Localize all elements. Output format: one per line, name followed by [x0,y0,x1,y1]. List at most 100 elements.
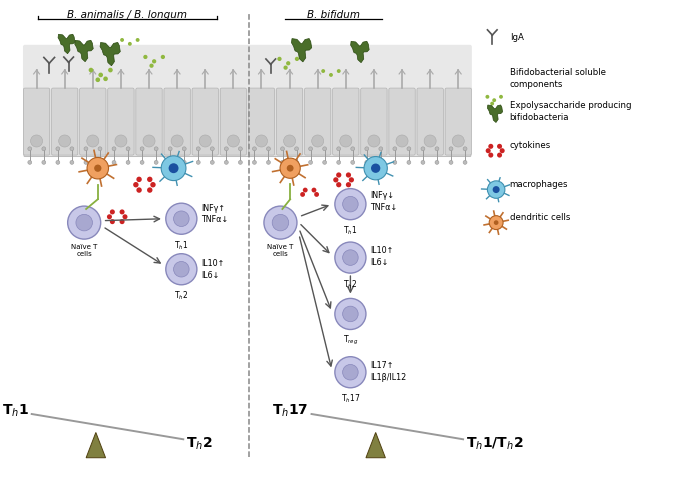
Text: IgA: IgA [510,33,523,41]
Text: Expolysaccharide producing: Expolysaccharide producing [510,101,631,109]
Circle shape [253,161,256,165]
Circle shape [365,147,369,151]
Circle shape [346,173,351,178]
Circle shape [161,157,186,181]
Circle shape [98,161,102,165]
Circle shape [368,136,380,148]
Circle shape [499,149,505,154]
Circle shape [335,357,366,388]
Circle shape [120,210,124,215]
FancyBboxPatch shape [80,89,106,156]
Circle shape [28,147,32,151]
Circle shape [351,147,354,151]
Circle shape [497,144,502,149]
Circle shape [128,43,132,47]
Circle shape [322,70,325,74]
Circle shape [67,207,101,240]
FancyBboxPatch shape [304,89,331,156]
Circle shape [336,183,341,188]
Circle shape [449,161,453,165]
Circle shape [280,161,284,165]
Circle shape [349,178,354,183]
Circle shape [343,365,358,380]
Circle shape [311,188,317,193]
Text: IL1β/IL12: IL1β/IL12 [370,372,406,381]
FancyBboxPatch shape [221,89,247,156]
Circle shape [150,183,156,188]
Circle shape [256,136,267,148]
Circle shape [286,62,291,66]
Circle shape [337,147,341,151]
FancyBboxPatch shape [52,89,78,156]
Circle shape [300,193,305,198]
Text: macrophages: macrophages [510,180,568,189]
Circle shape [452,136,464,148]
FancyBboxPatch shape [192,89,218,156]
Text: T$_h$1: T$_h$1 [2,402,29,419]
Circle shape [329,74,333,78]
Circle shape [463,147,467,151]
FancyBboxPatch shape [389,89,415,156]
Circle shape [147,188,153,193]
Text: cytokines: cytokines [510,141,551,150]
Text: T$_h$2: T$_h$2 [186,435,213,451]
Circle shape [149,64,154,69]
Circle shape [424,136,436,148]
Polygon shape [350,42,369,63]
Circle shape [337,161,341,165]
Circle shape [491,102,494,106]
Circle shape [143,136,155,148]
Text: T$_{reg}$: T$_{reg}$ [343,334,358,347]
Circle shape [196,147,200,151]
Circle shape [182,147,186,151]
Circle shape [42,161,46,165]
Circle shape [421,147,425,151]
Circle shape [103,77,108,82]
Circle shape [140,161,144,165]
Circle shape [58,136,71,148]
Circle shape [278,58,282,62]
Circle shape [393,147,397,151]
Circle shape [488,153,493,158]
Circle shape [407,161,411,165]
Circle shape [135,39,139,43]
FancyBboxPatch shape [164,89,190,156]
Circle shape [87,158,109,180]
Circle shape [42,147,46,151]
Circle shape [333,178,339,183]
Circle shape [312,136,324,148]
Circle shape [166,204,197,235]
Text: Naïve T
cells: Naïve T cells [267,244,293,257]
Circle shape [489,216,503,230]
Circle shape [308,161,313,165]
Text: T$_h$2: T$_h$2 [174,289,188,302]
Circle shape [174,211,189,227]
Circle shape [267,161,271,165]
Circle shape [393,161,397,165]
Circle shape [435,147,439,151]
Text: B. bifidum: B. bifidum [307,10,361,20]
Circle shape [337,70,341,74]
Circle shape [98,147,102,151]
Circle shape [94,165,102,172]
Circle shape [225,161,228,165]
Circle shape [89,69,93,73]
Circle shape [499,96,503,100]
Circle shape [168,147,172,151]
Text: Bifidobacterial soluble: Bifidobacterial soluble [510,67,606,77]
Circle shape [314,193,319,198]
Circle shape [463,161,467,165]
Circle shape [497,153,502,158]
Circle shape [122,215,128,220]
Text: dendritic cells: dendritic cells [510,213,570,222]
FancyBboxPatch shape [276,89,303,156]
Circle shape [364,157,387,181]
Text: INFγ↓: INFγ↓ [370,190,394,200]
Circle shape [168,161,172,165]
Circle shape [267,147,271,151]
FancyBboxPatch shape [361,89,387,156]
Circle shape [161,56,165,60]
Circle shape [295,147,298,151]
Circle shape [56,161,60,165]
Circle shape [487,182,505,199]
